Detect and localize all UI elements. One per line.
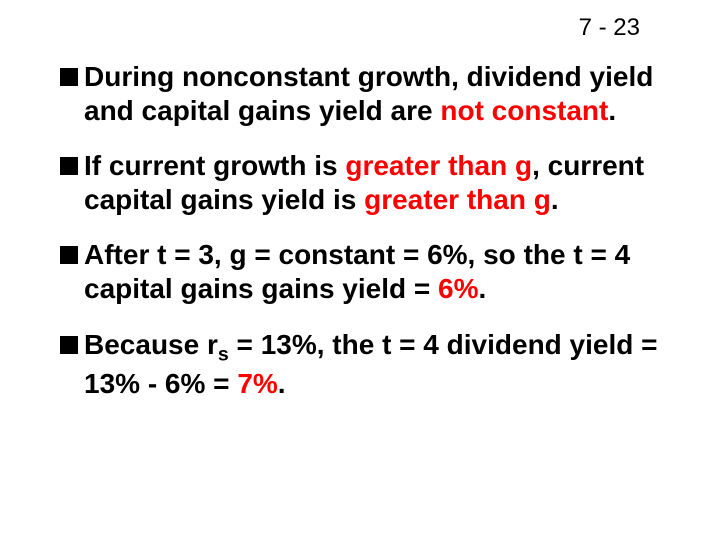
- page-number: 7 - 23: [579, 14, 640, 42]
- highlight-text: 6%: [438, 273, 478, 304]
- highlight-text: 7%: [237, 368, 277, 399]
- bullet-item-1: During nonconstant growth, dividend yiel…: [60, 60, 660, 127]
- text-segment: Because r: [84, 329, 218, 360]
- text-segment: If current growth is: [84, 150, 345, 181]
- highlight-text: not constant: [440, 95, 608, 126]
- bullet-item-2: If current growth is greater than g, cur…: [60, 149, 660, 216]
- highlight-text: greater than g: [364, 184, 551, 215]
- slide-content: During nonconstant growth, dividend yiel…: [0, 0, 720, 400]
- bullet-item-3: After t = 3, g = constant = 6%, so the t…: [60, 238, 660, 305]
- text-segment: .: [608, 95, 616, 126]
- square-bullet-icon: [60, 336, 78, 354]
- text-segment: .: [479, 273, 487, 304]
- bullet-item-4: Because rs = 13%, the t = 4 dividend yie…: [60, 328, 660, 401]
- subscript-text: s: [218, 343, 229, 365]
- square-bullet-icon: [60, 68, 78, 86]
- text-segment: After t = 3, g = constant = 6%, so the t…: [84, 239, 630, 304]
- bullet-text-2: If current growth is greater than g, cur…: [84, 149, 660, 216]
- bullet-text-3: After t = 3, g = constant = 6%, so the t…: [84, 238, 660, 305]
- square-bullet-icon: [60, 246, 78, 264]
- highlight-text: greater than g: [345, 150, 532, 181]
- square-bullet-icon: [60, 157, 78, 175]
- text-segment: .: [551, 184, 559, 215]
- bullet-text-4: Because rs = 13%, the t = 4 dividend yie…: [84, 328, 660, 401]
- text-segment: .: [278, 368, 286, 399]
- bullet-text-1: During nonconstant growth, dividend yiel…: [84, 60, 660, 127]
